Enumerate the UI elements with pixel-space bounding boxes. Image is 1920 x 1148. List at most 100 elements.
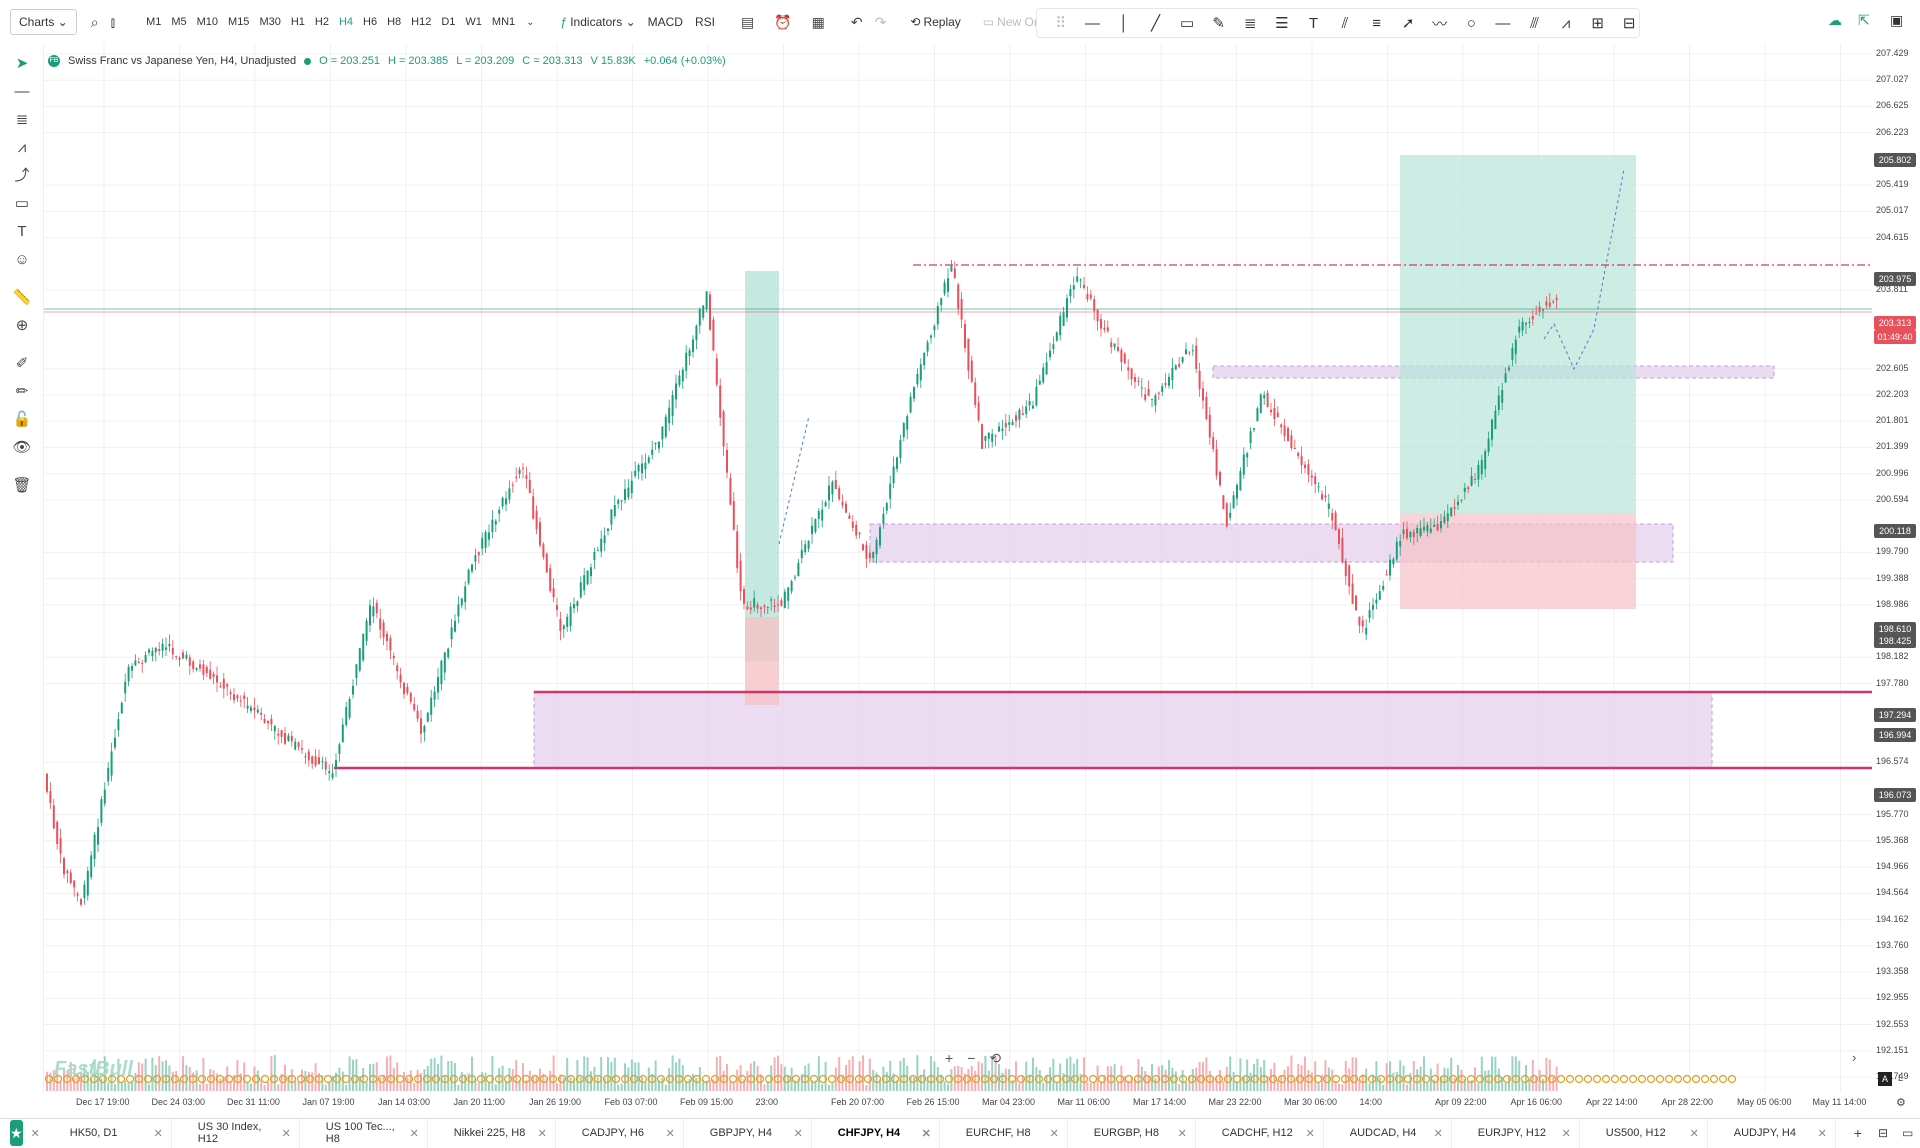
cloud-icon[interactable]: ☁ <box>1828 12 1842 28</box>
timeframe-h1[interactable]: H1 <box>290 16 305 28</box>
horizontal-line-icon[interactable]: — <box>1084 14 1100 32</box>
price-axis[interactable] <box>1872 44 1920 1092</box>
pattern-tool-icon[interactable]: ⩘ <box>17 139 27 156</box>
close-tab-icon[interactable]: ✕ <box>1817 1127 1827 1140</box>
line-tool-icon[interactable]: — <box>14 83 30 100</box>
fib-tool-icon[interactable]: ≣ <box>15 111 29 128</box>
close-tab-icon[interactable]: ✕ <box>281 1127 291 1140</box>
tab-eurjpy-h12[interactable]: EURJPY, H12 ✕ <box>1452 1118 1580 1148</box>
brush-icon[interactable]: ✎ <box>1212 15 1225 32</box>
timeframe-h6[interactable]: H6 <box>363 16 378 28</box>
zoom-out-icon[interactable]: − <box>967 1050 976 1066</box>
close-tab-icon[interactable]: ✕ <box>1561 1127 1571 1140</box>
timeframe-mn1[interactable]: MN1 <box>491 16 516 28</box>
fib-retracement-icon[interactable]: ≣ <box>1243 15 1257 32</box>
drag-handle-icon[interactable]: ⠿ <box>1055 15 1067 32</box>
vertical-line-icon[interactable]: │ <box>1119 14 1129 32</box>
tab-eurchf-h8[interactable]: EURCHF, H8 ✕ <box>940 1118 1068 1148</box>
close-tab-icon[interactable]: ✕ <box>409 1127 419 1140</box>
close-tab-icon[interactable]: ✕ <box>1689 1127 1699 1140</box>
timeframe-m30[interactable]: M30 <box>259 16 281 28</box>
close-tab-icon[interactable]: ✕ <box>1049 1127 1059 1140</box>
screenshot-icon[interactable]: ▣ <box>1890 12 1904 28</box>
candle-type-icon[interactable]: ⫾ <box>110 13 116 30</box>
tab-audjpy-h4[interactable]: AUDJPY, H4 ✕ <box>1708 1118 1836 1148</box>
replay-button[interactable]: ⟲ Replay <box>904 9 966 35</box>
trash-icon[interactable]: 🗑 <box>12 477 32 494</box>
timeframe-w1[interactable]: W1 <box>465 16 482 28</box>
timeframe-d1[interactable]: D1 <box>441 16 456 28</box>
pattern-icon[interactable]: ⩘ <box>1561 14 1571 32</box>
zoom-in-icon[interactable]: + <box>945 1050 954 1066</box>
ruler-icon[interactable]: 📏 <box>12 289 32 306</box>
timeframe-h12[interactable]: H12 <box>411 16 432 28</box>
tab-eurgbp-h8[interactable]: EURGBP, H8 ✕ <box>1068 1118 1196 1148</box>
add-tab-icon[interactable]: + <box>1853 1125 1862 1141</box>
undo-icon[interactable]: ↶ <box>850 13 863 30</box>
circle-icon[interactable]: ○ <box>1466 14 1476 32</box>
rsi-button[interactable]: RSI <box>694 15 715 29</box>
symbol-title[interactable]: Swiss Franc vs Japanese Yen, H4, Unadjus… <box>68 55 297 67</box>
text-icon[interactable]: T <box>1308 14 1318 32</box>
share-icon[interactable]: ⇱ <box>1858 12 1870 28</box>
close-tab-icon[interactable]: ✕ <box>153 1127 163 1140</box>
tab-cadjpy-h6[interactable]: CADJPY, H6 ✕ <box>556 1118 684 1148</box>
pitchfork-icon[interactable]: ≡ <box>1372 14 1381 32</box>
close-tab-icon[interactable]: ✕ <box>665 1127 675 1140</box>
minimize-icon[interactable]: ▭ <box>1902 1126 1914 1140</box>
layout-icon[interactable]: ▤ <box>741 13 755 30</box>
rectangle-icon[interactable]: ▭ <box>1180 15 1195 32</box>
favorite-star-icon[interactable]: ★ <box>10 1120 23 1146</box>
text-tool-icon[interactable]: T <box>17 223 27 240</box>
short-position-icon[interactable]: ⊟ <box>1622 15 1636 32</box>
horizontal-ray-icon[interactable]: ― <box>1495 14 1511 32</box>
new-order-button[interactable]: ▭ New Ord <box>977 9 1051 35</box>
reset-zoom-icon[interactable]: ⟲ <box>989 1050 1002 1066</box>
log-scale-icon[interactable]: L <box>1898 1073 1904 1083</box>
trend-line-icon[interactable]: ╱ <box>1151 15 1161 32</box>
lock-icon[interactable]: 🔓 <box>12 411 32 428</box>
close-tab-icon[interactable]: ✕ <box>1177 1127 1187 1140</box>
tab-nikkei-225-h8[interactable]: Nikkei 225, H8 ✕ <box>428 1118 556 1148</box>
split-view-icon[interactable]: ⊟ <box>1877 1126 1889 1140</box>
tab-gbpjpy-h4[interactable]: GBPJPY, H4 ✕ <box>684 1118 812 1148</box>
shape-tool-icon[interactable]: ▭ <box>14 195 30 212</box>
double-line-icon[interactable]: ⫻ <box>1529 14 1539 32</box>
zoom-icon[interactable]: ⊕ <box>15 317 29 334</box>
timeframe-h4[interactable]: H4 <box>338 16 354 28</box>
timeframe-h8[interactable]: H8 <box>387 16 402 28</box>
price-chart[interactable] <box>44 44 1872 1092</box>
close-tab-icon[interactable]: ✕ <box>537 1127 547 1140</box>
magnet-icon[interactable]: ✐ <box>15 355 29 372</box>
close-tab-icon[interactable]: ✕ <box>1305 1127 1315 1140</box>
fib-extension-icon[interactable]: ☰ <box>1275 15 1289 32</box>
cursor-icon[interactable]: ➤ <box>15 55 29 72</box>
redo-icon[interactable]: ↷ <box>874 13 887 30</box>
path-icon[interactable]: 〰 <box>1432 15 1448 33</box>
tab-us500-h12[interactable]: US500, H12 ✕ <box>1580 1118 1708 1148</box>
tab-hk50-d1[interactable]: HK50, D1 ✕ <box>44 1118 172 1148</box>
chart-settings-icon[interactable]: ⚙ <box>1896 1097 1906 1109</box>
timeframe-m10[interactable]: M10 <box>196 16 219 28</box>
forecast-tool-icon[interactable]: ⤴ <box>14 167 30 184</box>
parallel-channel-icon[interactable]: ⫽ <box>1341 14 1349 32</box>
indicators-button[interactable]: ƒ Indicators ⌄ <box>555 9 642 35</box>
charts-menu-button[interactable]: Charts ⌄ <box>10 9 77 35</box>
tab-us-100-tec-h8[interactable]: US 100 Tec..., H8 ✕ <box>300 1118 428 1148</box>
close-tab-icon[interactable]: ✕ <box>921 1127 931 1140</box>
close-tab-icon[interactable]: ✕ <box>1433 1127 1443 1140</box>
long-position-icon[interactable]: ⊞ <box>1591 15 1604 32</box>
tab-audcad-h4[interactable]: AUDCAD, H4 ✕ <box>1324 1118 1452 1148</box>
chevron-down-icon[interactable]: ⌄ <box>526 16 535 28</box>
auto-scale-icon[interactable]: A <box>1878 1072 1892 1086</box>
timeframe-m15[interactable]: M15 <box>228 16 250 28</box>
calendar-icon[interactable]: ▦ <box>811 13 825 30</box>
close-tab-icon[interactable]: ✕ <box>793 1127 803 1140</box>
tab-scroll-left-icon[interactable]: ✕ <box>30 1127 40 1140</box>
visibility-icon[interactable]: 👁 <box>12 439 32 456</box>
arrow-icon[interactable]: ➚ <box>1401 15 1415 32</box>
scroll-right-icon[interactable]: › <box>1852 1050 1857 1065</box>
search-icon[interactable]: ⌕ <box>90 13 99 30</box>
tab-cadchf-h12[interactable]: CADCHF, H12 ✕ <box>1196 1118 1324 1148</box>
tab-us-30-index-h12[interactable]: US 30 Index, H12 ✕ <box>172 1118 300 1148</box>
